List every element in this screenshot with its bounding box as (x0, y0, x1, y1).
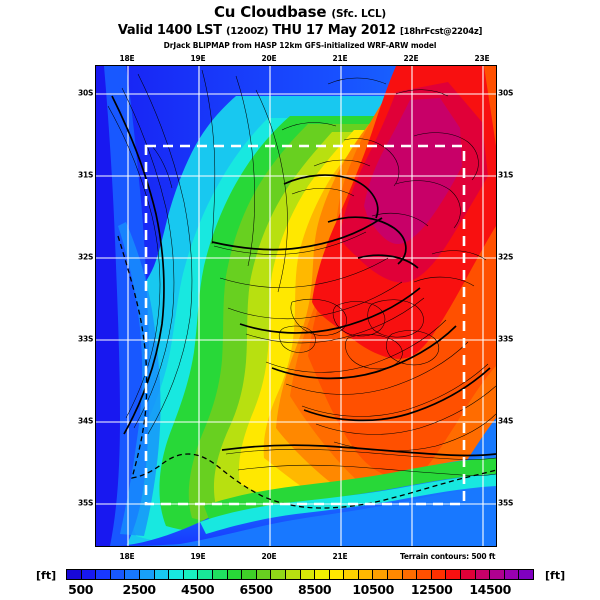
colorbar-tick-2: 4500 (181, 582, 215, 597)
top-tick-4: 22E (403, 54, 419, 63)
bottom-tick-3: 21E (332, 552, 348, 561)
colorbar-segment (256, 570, 272, 579)
left-tick-2: 32S (78, 252, 94, 262)
subtitle-date: THU 17 May 2012 (272, 23, 396, 38)
colorbar-segment (212, 570, 228, 579)
colorbar-unit-right: [ft] (545, 569, 566, 582)
contour-lines-thin (107, 69, 496, 476)
colorbar-segment (475, 570, 491, 579)
colorbar-segment (329, 570, 345, 579)
right-tick-1: 31S (498, 170, 514, 180)
colorbar-segment (271, 570, 286, 579)
chart-title-paren: (Sfc. LCL) (331, 8, 387, 20)
colorbar-segment (96, 570, 111, 579)
colorbar-segment (431, 570, 447, 579)
colorbar-segment (315, 570, 330, 579)
colorbar-segment (446, 570, 462, 579)
left-tick-0: 30S (78, 88, 94, 98)
bottom-tick-2: 20E (261, 552, 277, 561)
chart-title-main: Cu Cloudbase (213, 3, 327, 21)
top-tick-3: 21E (332, 54, 348, 63)
bottom-tick-0: 18E (119, 552, 135, 561)
coast-south-strip (204, 458, 496, 522)
top-tick-5: 23E (474, 54, 490, 63)
colorbar-segment (227, 570, 243, 579)
colorbar-tick-6: 12500 (410, 582, 453, 597)
colorbar-segment (490, 570, 505, 579)
right-tick-2: 32S (498, 252, 514, 262)
colorbar-segment (183, 570, 199, 579)
colorbar-tick-5: 10500 (352, 582, 394, 597)
map-plot-area (95, 65, 497, 547)
colorbar-segment (388, 570, 403, 579)
colorbar-segment (154, 570, 170, 579)
map-field (96, 66, 496, 546)
colorbar-unit-left: [ft] (36, 569, 57, 582)
colorbar-segment (139, 570, 155, 579)
domain-box (144, 144, 466, 506)
colorbar-segment (125, 570, 140, 579)
colorbar-segment (198, 570, 213, 579)
ocean-west-mid (118, 222, 161, 536)
colorbar-segment (504, 570, 520, 579)
colorbar-area: [ft] [ft] 500 2500 4500 6500 8500 10500 12500 1… (0, 566, 600, 600)
ocean-west-deep (96, 66, 120, 546)
chart-title: Cu Cloudbase (Sfc. LCL) (0, 4, 600, 22)
subtitle-forecast-hour: [18hrFcst@2204z] (400, 27, 483, 37)
colorbar-segment (285, 570, 301, 579)
colorbar-segment (110, 570, 126, 579)
title-block: Cu Cloudbase (Sfc. LCL) Valid 1400 LST (… (0, 4, 600, 51)
left-tick-5: 35S (78, 498, 94, 508)
map-gridlines (96, 66, 496, 546)
colorbar-segment (402, 570, 418, 579)
terrain-contour-note: Terrain contours: 500 ft (400, 552, 496, 561)
subtitle-utc-time: (1200Z) (225, 26, 269, 37)
colorbar-segment (373, 570, 389, 579)
right-tick-5: 35S (498, 498, 514, 508)
chart-model-note: DrJack BLIPMAP from HASP 12km GFS-initia… (163, 41, 437, 50)
right-tick-3: 33S (498, 334, 514, 344)
colorbar-tick-7: 14500 (469, 582, 511, 597)
colorbar-scale (66, 569, 534, 580)
colorbar-segment (300, 570, 316, 579)
top-tick-2: 20E (261, 54, 277, 63)
colorbar-tick-4: 8500 (298, 582, 332, 597)
colorbar-segment (242, 570, 257, 579)
subtitle-valid-time: Valid 1400 LST (117, 23, 222, 38)
left-tick-3: 33S (78, 334, 94, 344)
right-tick-0: 30S (498, 88, 514, 98)
top-tick-1: 19E (190, 54, 206, 63)
colorbar-segment (519, 570, 533, 579)
colorbar-segment (67, 570, 82, 579)
chart-subtitle: Valid 1400 LST (1200Z) THU 17 May 2012 [… (0, 23, 600, 40)
bottom-tick-1: 19E (190, 552, 206, 561)
colorbar-segment (81, 570, 97, 579)
right-tick-4: 34S (498, 416, 514, 426)
map-svg (96, 66, 496, 546)
contour-lines-thick (111, 95, 496, 457)
colorbar-segment (358, 570, 374, 579)
colorbar-segment (461, 570, 476, 579)
left-tick-4: 34S (78, 416, 94, 426)
colorbar-segment (169, 570, 184, 579)
colorbar-tick-0: 500 (68, 582, 94, 597)
colorbar-segment (417, 570, 432, 579)
colorbar-tick-1: 2500 (122, 582, 157, 597)
top-tick-0: 18E (119, 54, 135, 63)
colorbar-segment (344, 570, 359, 579)
colorbar-tick-3: 6500 (239, 582, 274, 597)
band-14500 (364, 98, 462, 244)
left-tick-1: 31S (78, 170, 94, 180)
coastline (117, 235, 496, 509)
